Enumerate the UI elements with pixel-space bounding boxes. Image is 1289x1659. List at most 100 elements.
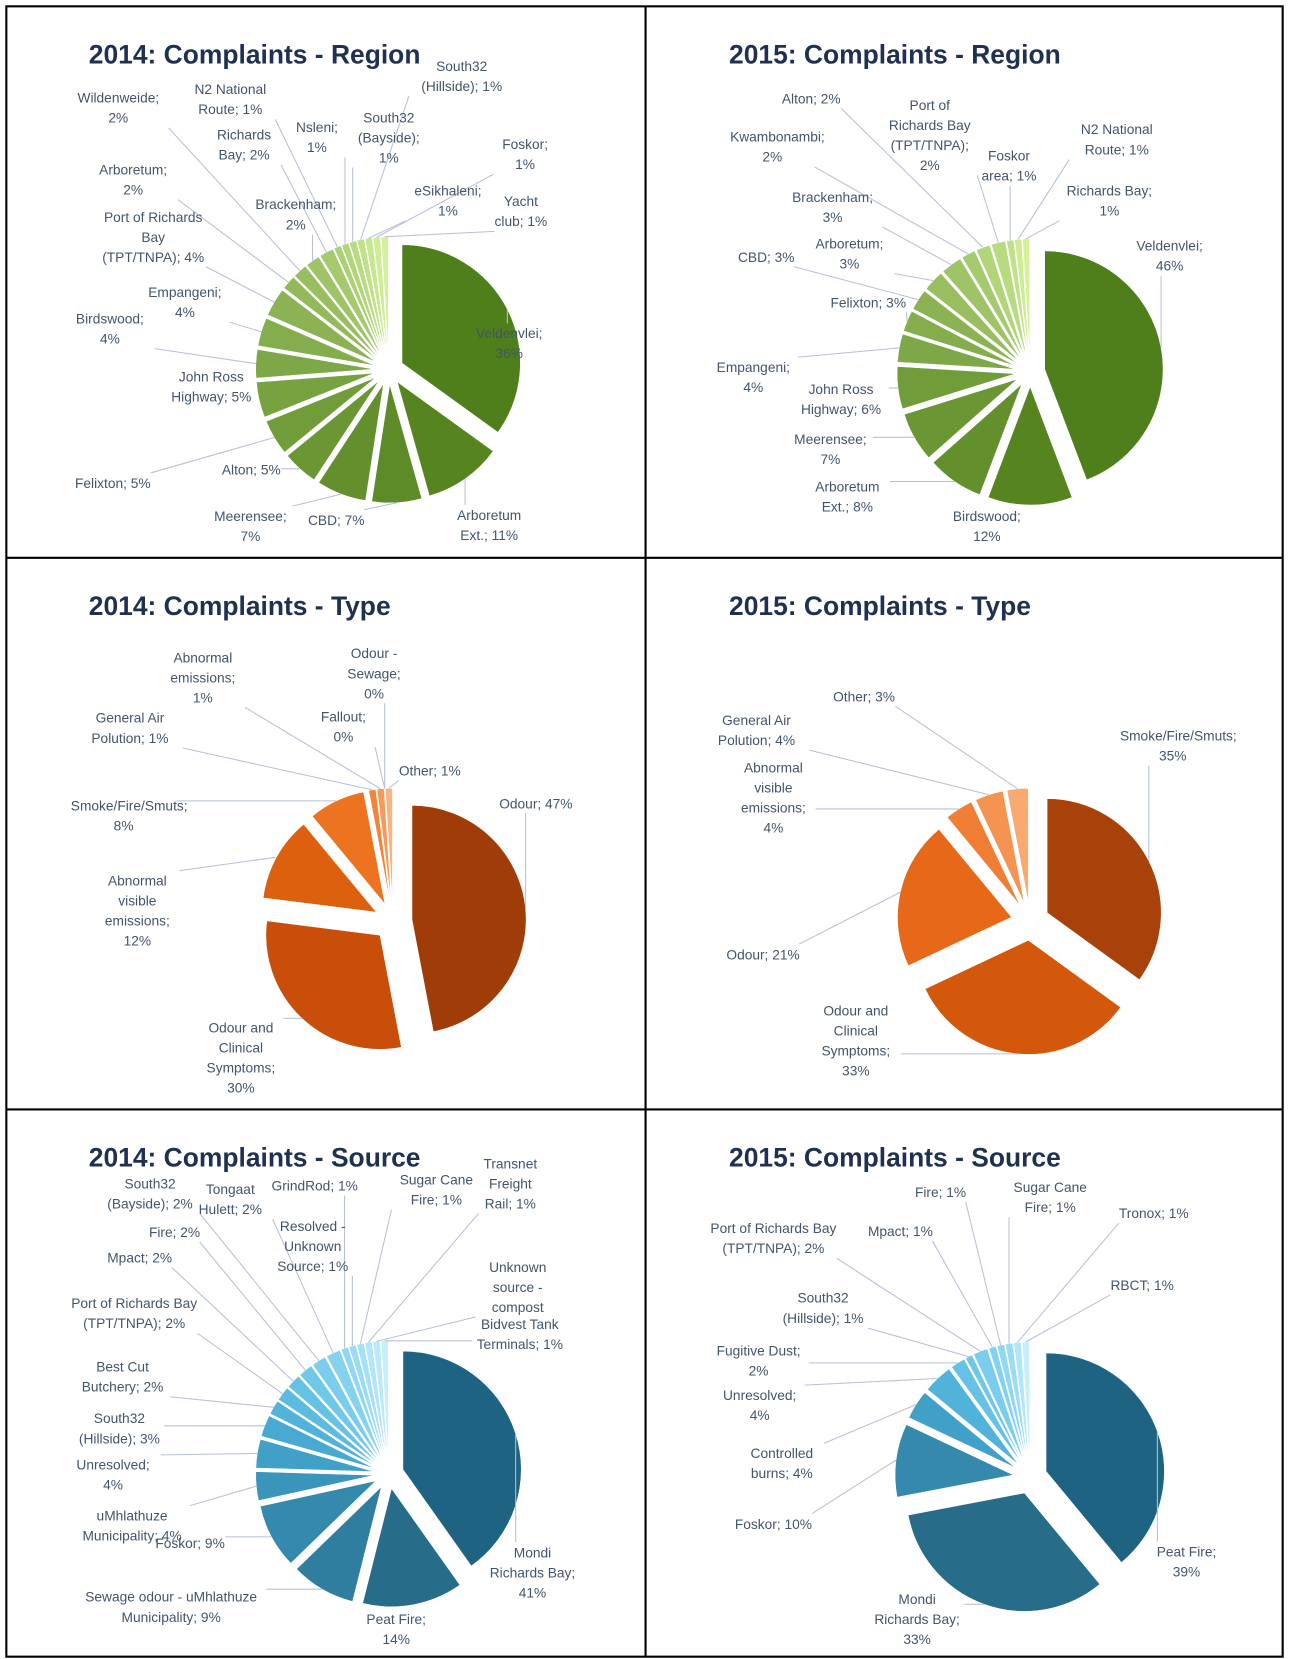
slice-label: John Ross Highway; 5% bbox=[171, 368, 252, 405]
leader-line bbox=[1017, 1222, 1120, 1343]
slice-label: CBD; 3% bbox=[738, 248, 795, 265]
slice-label: Tronox; 1% bbox=[1118, 1205, 1189, 1221]
leader-line bbox=[894, 273, 934, 282]
pie-slice bbox=[1021, 1341, 1030, 1461]
leader-line bbox=[384, 230, 495, 238]
slice-label: Odour; 21% bbox=[726, 946, 800, 962]
leader-line bbox=[976, 175, 999, 243]
slice-label: Arboretum Ext.; 8% bbox=[815, 478, 880, 515]
slice-label: South32 (Bayside); 1% bbox=[357, 109, 420, 166]
leader-line bbox=[170, 1396, 274, 1408]
leader-line bbox=[823, 1404, 917, 1444]
pie-slice bbox=[1046, 798, 1162, 981]
leader-line bbox=[965, 1201, 1002, 1346]
slice-label: eSikhaleni; 1% bbox=[414, 182, 482, 219]
slice-label: Smoke/Fire/Smuts; 35% bbox=[1119, 727, 1237, 764]
leader-line bbox=[205, 266, 275, 303]
leader-line bbox=[179, 856, 277, 872]
slice-label: Foskor; 9% bbox=[155, 1534, 225, 1551]
pie-slice bbox=[306, 256, 381, 358]
leader-line bbox=[360, 95, 410, 240]
slice-label: Odour - Sewage; 0% bbox=[347, 645, 401, 702]
leader-line bbox=[895, 705, 1018, 790]
pie-slice bbox=[255, 1438, 375, 1472]
leader-line bbox=[882, 226, 952, 266]
leader-line bbox=[836, 1257, 981, 1352]
pie-slice bbox=[411, 805, 527, 1032]
slice-label: Transnet Freight Rail; 1% bbox=[483, 1155, 538, 1212]
slice-label: South32 (Hillside); 1% bbox=[782, 1290, 864, 1326]
pie-slice bbox=[1044, 250, 1164, 481]
slice-label: Port of Richards Bay (TPT/TNPA); 2% bbox=[888, 97, 971, 174]
pie-slice bbox=[897, 828, 1013, 967]
pie-slice bbox=[1045, 1352, 1165, 1563]
slice-label: Best Cut Butchery; 2% bbox=[81, 1358, 164, 1395]
chart-title: 2015: Complaints - Type bbox=[729, 591, 1031, 622]
slice-label: Veldenvlei; 46% bbox=[1136, 237, 1203, 274]
leader-line bbox=[867, 1327, 969, 1358]
slice-label: N2 National Route; 1% bbox=[1080, 121, 1153, 158]
leader-line bbox=[388, 779, 400, 789]
leader-line bbox=[840, 107, 984, 248]
slice-label: Smoke/Fire/Smuts; 8% bbox=[70, 797, 188, 834]
slice-label: Other; 3% bbox=[833, 688, 895, 705]
pie-slice bbox=[257, 317, 375, 366]
slice-label: South32 (Hillside); 3% bbox=[78, 1410, 160, 1447]
leader-line bbox=[160, 1452, 258, 1456]
slice-label: Wildenweide; 2% bbox=[77, 89, 160, 126]
slice-label: RBCT; 1% bbox=[1110, 1276, 1174, 1293]
leader-line bbox=[798, 347, 900, 358]
slice-label: N2 National Route; 1% bbox=[194, 81, 267, 118]
pie-slice bbox=[965, 1354, 1023, 1463]
pie-slice bbox=[356, 238, 386, 356]
leader-line bbox=[1025, 1294, 1111, 1343]
leader-line bbox=[280, 164, 327, 253]
slice-label: Odour and Clinical Symptoms; 33% bbox=[821, 1002, 891, 1079]
slice-label: Bidvest Tank Terminals; 1% bbox=[476, 1316, 563, 1353]
pie-slice bbox=[262, 823, 378, 913]
leader-line bbox=[292, 493, 342, 507]
leader-line bbox=[154, 348, 256, 365]
slice-label: John Ross Highway; 6% bbox=[800, 381, 882, 418]
slice-label: Meerensee; 7% bbox=[214, 508, 287, 545]
pie-slice bbox=[256, 372, 375, 418]
slice-label: Peat Fire; 39% bbox=[1156, 1543, 1217, 1580]
slice-label: Unresolved; 4% bbox=[76, 1456, 150, 1493]
slice-label: Sugar Cane Fire; 1% bbox=[399, 1171, 474, 1208]
leader-line bbox=[804, 1377, 938, 1386]
pie-slice bbox=[267, 289, 377, 363]
leader-line bbox=[809, 749, 990, 796]
pie-slice bbox=[924, 939, 1122, 1055]
slice-label: Sewage odour - uMhlathuze Municipality; … bbox=[85, 1589, 258, 1625]
slice-label: Port of Richards Bay (TPT/TNPA); 4% bbox=[102, 208, 205, 265]
pie-slice bbox=[260, 1415, 376, 1469]
table-borders bbox=[5, 5, 1284, 1658]
pie-slice bbox=[372, 1340, 388, 1460]
pie-slice bbox=[311, 791, 386, 905]
pie-slice bbox=[287, 1375, 379, 1464]
leader-line bbox=[199, 1241, 306, 1371]
slice-label: Fire; 2% bbox=[148, 1224, 201, 1240]
pie-slice bbox=[265, 920, 402, 1050]
leader-line bbox=[190, 1485, 257, 1507]
leader-line bbox=[811, 1459, 897, 1514]
leader-line bbox=[368, 220, 406, 239]
slice-label: Port of Richards Bay (TPT/TNPA); 2% bbox=[710, 1220, 837, 1257]
slice-label: Alton; 2% bbox=[781, 90, 841, 107]
leader-line bbox=[168, 127, 301, 272]
slice-label: Mondi Richards Bay; 33% bbox=[874, 1590, 960, 1647]
slice-label: uMhlathuze Municipality; 4% bbox=[82, 1507, 182, 1544]
pie-slice bbox=[265, 377, 377, 453]
slice-label: GrindRod; 1% bbox=[271, 1177, 358, 1194]
slice-label: Fallout; 0% bbox=[320, 708, 366, 745]
leader-line bbox=[376, 173, 494, 238]
leader-line bbox=[1025, 220, 1060, 240]
leader-line bbox=[906, 312, 908, 322]
slice-label: Odour and Clinical Symptoms; 30% bbox=[206, 1019, 276, 1096]
slice-label: Other; 1% bbox=[398, 762, 461, 779]
slice-label: Foskor; 10% bbox=[734, 1515, 812, 1532]
slice-label: Richards Bay; 2% bbox=[216, 126, 272, 163]
slice-label: Fugitive Dust; 2% bbox=[716, 1342, 801, 1379]
slice-label: Fire; 1% bbox=[914, 1183, 967, 1200]
